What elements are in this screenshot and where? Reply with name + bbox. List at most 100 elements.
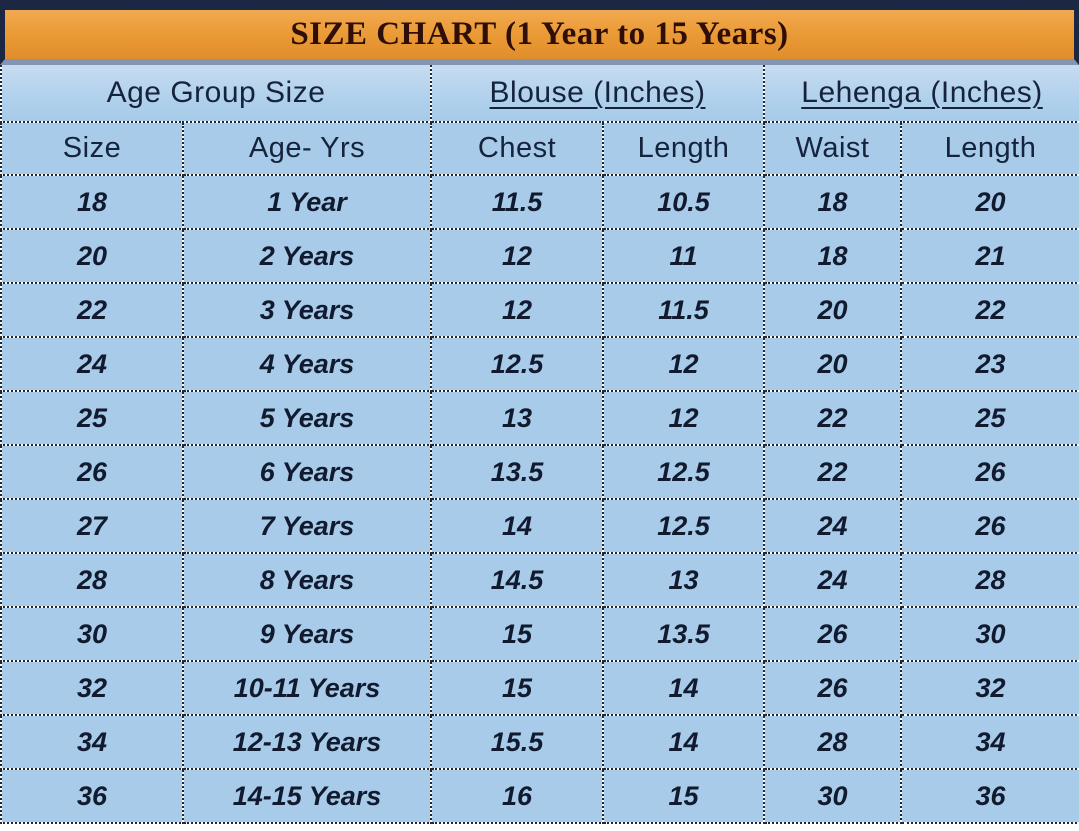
cell-size-0: 27 bbox=[0, 498, 184, 554]
column-header-length-3: Length bbox=[602, 121, 766, 176]
group-header-blouse-inches: Blouse (Inches) bbox=[430, 65, 766, 123]
cell-chest-2: 15 bbox=[430, 606, 605, 662]
cell-chest-2: 13.5 bbox=[430, 444, 605, 500]
cell-length-5: 26 bbox=[900, 444, 1079, 500]
cell-waist-4: 30 bbox=[763, 768, 903, 824]
cell-length-3: 14 bbox=[602, 660, 766, 716]
cell-size-0: 32 bbox=[0, 660, 184, 716]
table-row: 26 6 Years 13.5 12.5 22 26 bbox=[0, 444, 1079, 500]
group-header-lehenga-inches: Lehenga (Inches) bbox=[763, 65, 1079, 123]
size-chart-table: Age Group Size Blouse (Inches) Lehenga (In… bbox=[0, 65, 1079, 824]
cell-age-yrs-1: 7 Years bbox=[181, 498, 433, 554]
cell-length-3: 14 bbox=[602, 714, 766, 770]
table-row: 32 10-11 Years 15 14 26 32 bbox=[0, 660, 1079, 716]
cell-length-3: 12 bbox=[602, 336, 766, 392]
cell-chest-2: 12 bbox=[430, 228, 605, 284]
cell-waist-4: 22 bbox=[763, 444, 903, 500]
cell-size-0: 20 bbox=[0, 228, 184, 284]
cell-age-yrs-1: 6 Years bbox=[181, 444, 433, 500]
table-row: 27 7 Years 14 12.5 24 26 bbox=[0, 498, 1079, 554]
table-body: 18 1 Year 11.5 10.5 18 20 20 2 Years 12 11 18 21 22 3… bbox=[0, 174, 1079, 824]
cell-length-3: 12.5 bbox=[602, 498, 766, 554]
cell-length-3: 11.5 bbox=[602, 282, 766, 338]
cell-length-5: 28 bbox=[900, 552, 1079, 608]
column-header-chest-2: Chest bbox=[430, 121, 605, 176]
cell-chest-2: 12 bbox=[430, 282, 605, 338]
cell-age-yrs-1: 8 Years bbox=[181, 552, 433, 608]
cell-length-3: 13 bbox=[602, 552, 766, 608]
cell-size-0: 22 bbox=[0, 282, 184, 338]
cell-size-0: 28 bbox=[0, 552, 184, 608]
cell-waist-4: 28 bbox=[763, 714, 903, 770]
page-title: SIZE CHART (1 Year to 15 Years) bbox=[290, 16, 789, 52]
table-row: 36 14-15 Years 16 15 30 36 bbox=[0, 768, 1079, 824]
column-header-size-0: Size bbox=[0, 121, 184, 176]
table-row: 22 3 Years 12 11.5 20 22 bbox=[0, 282, 1079, 338]
cell-chest-2: 14.5 bbox=[430, 552, 605, 608]
cell-size-0: 26 bbox=[0, 444, 184, 500]
cell-length-5: 36 bbox=[900, 768, 1079, 824]
cell-length-5: 34 bbox=[900, 714, 1079, 770]
cell-waist-4: 24 bbox=[763, 498, 903, 554]
cell-chest-2: 12.5 bbox=[430, 336, 605, 392]
cell-size-0: 34 bbox=[0, 714, 184, 770]
table-row: 34 12-13 Years 15.5 14 28 34 bbox=[0, 714, 1079, 770]
cell-length-5: 22 bbox=[900, 282, 1079, 338]
cell-length-5: 25 bbox=[900, 390, 1079, 446]
table-row: 30 9 Years 15 13.5 26 30 bbox=[0, 606, 1079, 662]
table-row: 20 2 Years 12 11 18 21 bbox=[0, 228, 1079, 284]
cell-length-5: 23 bbox=[900, 336, 1079, 392]
cell-length-3: 12.5 bbox=[602, 444, 766, 500]
cell-chest-2: 15.5 bbox=[430, 714, 605, 770]
cell-age-yrs-1: 2 Years bbox=[181, 228, 433, 284]
cell-size-0: 30 bbox=[0, 606, 184, 662]
column-header-row: Size Age- Yrs Chest Length Waist Length bbox=[0, 121, 1079, 176]
cell-length-5: 30 bbox=[900, 606, 1079, 662]
cell-waist-4: 18 bbox=[763, 228, 903, 284]
cell-age-yrs-1: 10-11 Years bbox=[181, 660, 433, 716]
cell-waist-4: 24 bbox=[763, 552, 903, 608]
table-header: Age Group Size Blouse (Inches) Lehenga (In… bbox=[0, 65, 1079, 176]
cell-length-3: 13.5 bbox=[602, 606, 766, 662]
column-header-waist-4: Waist bbox=[763, 121, 903, 176]
cell-age-yrs-1: 12-13 Years bbox=[181, 714, 433, 770]
cell-waist-4: 26 bbox=[763, 606, 903, 662]
column-header-age-yrs-1: Age- Yrs bbox=[181, 121, 433, 176]
table-row: 24 4 Years 12.5 12 20 23 bbox=[0, 336, 1079, 392]
table-row: 25 5 Years 13 12 22 25 bbox=[0, 390, 1079, 446]
cell-chest-2: 14 bbox=[430, 498, 605, 554]
cell-age-yrs-1: 5 Years bbox=[181, 390, 433, 446]
cell-chest-2: 15 bbox=[430, 660, 605, 716]
cell-length-3: 12 bbox=[602, 390, 766, 446]
column-header-length-5: Length bbox=[900, 121, 1079, 176]
cell-age-yrs-1: 3 Years bbox=[181, 282, 433, 338]
title-bar: SIZE CHART (1 Year to 15 Years) bbox=[0, 0, 1079, 65]
cell-size-0: 36 bbox=[0, 768, 184, 824]
cell-length-5: 20 bbox=[900, 174, 1079, 230]
cell-waist-4: 18 bbox=[763, 174, 903, 230]
table-row: 18 1 Year 11.5 10.5 18 20 bbox=[0, 174, 1079, 230]
cell-chest-2: 13 bbox=[430, 390, 605, 446]
group-header-age-group-size: Age Group Size bbox=[0, 65, 433, 123]
cell-age-yrs-1: 4 Years bbox=[181, 336, 433, 392]
cell-size-0: 25 bbox=[0, 390, 184, 446]
cell-length-3: 15 bbox=[602, 768, 766, 824]
cell-waist-4: 22 bbox=[763, 390, 903, 446]
cell-age-yrs-1: 9 Years bbox=[181, 606, 433, 662]
cell-size-0: 24 bbox=[0, 336, 184, 392]
cell-age-yrs-1: 1 Year bbox=[181, 174, 433, 230]
cell-length-5: 32 bbox=[900, 660, 1079, 716]
cell-length-3: 11 bbox=[602, 228, 766, 284]
cell-waist-4: 20 bbox=[763, 282, 903, 338]
cell-size-0: 18 bbox=[0, 174, 184, 230]
cell-chest-2: 11.5 bbox=[430, 174, 605, 230]
cell-length-5: 21 bbox=[900, 228, 1079, 284]
cell-waist-4: 26 bbox=[763, 660, 903, 716]
cell-length-5: 26 bbox=[900, 498, 1079, 554]
table-row: 28 8 Years 14.5 13 24 28 bbox=[0, 552, 1079, 608]
cell-chest-2: 16 bbox=[430, 768, 605, 824]
cell-age-yrs-1: 14-15 Years bbox=[181, 768, 433, 824]
group-header-row: Age Group Size Blouse (Inches) Lehenga (In… bbox=[0, 65, 1079, 123]
cell-length-3: 10.5 bbox=[602, 174, 766, 230]
